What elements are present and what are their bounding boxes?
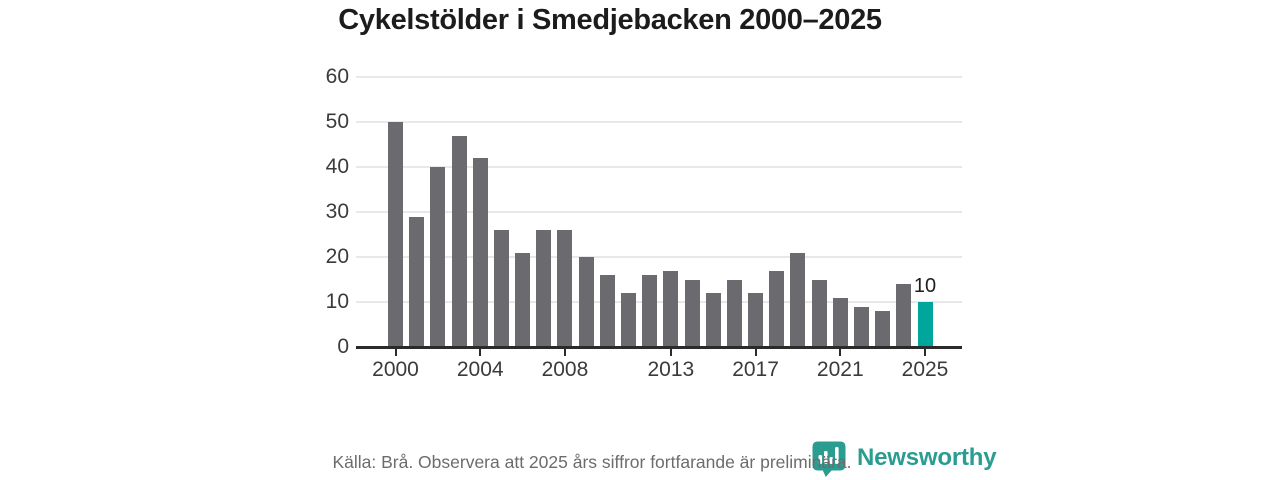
bar-2004: [472, 158, 488, 347]
bar-2009: [578, 257, 594, 347]
x-axis-line: [356, 346, 962, 349]
bar-2018: [769, 270, 785, 347]
bar-2022: [853, 306, 869, 347]
bar-2008: [557, 230, 573, 347]
bar-2010: [599, 275, 615, 347]
y-gridline-40: [356, 166, 962, 168]
x-tick-2021: [839, 348, 842, 356]
bar-2024: [896, 284, 912, 347]
bar-2016: [726, 279, 742, 347]
y-tick-label-60: 60: [325, 65, 349, 88]
x-tick-label-2017: 2017: [732, 358, 779, 381]
bar-2012: [642, 275, 658, 347]
x-tick-2000: [394, 348, 397, 356]
x-tick-label-2000: 2000: [372, 358, 419, 381]
x-tick-label-2013: 2013: [647, 358, 695, 381]
newsworthy-wordmark[interactable]: Newsworthy: [857, 444, 997, 471]
bar-2001: [409, 216, 425, 347]
bar-2017: [748, 293, 764, 347]
y-gridline-10: [356, 301, 962, 303]
y-tick-label-10: 10: [325, 290, 349, 313]
bar-2006: [515, 252, 531, 347]
x-tick-2004: [479, 348, 482, 356]
x-tick-2013: [669, 348, 672, 356]
y-tick-label-0: 0: [337, 335, 349, 358]
bar-2007: [536, 230, 552, 347]
bar-2021: [832, 297, 848, 347]
y-tick-label-20: 20: [325, 245, 349, 268]
bar-2002: [430, 167, 446, 347]
bar-2013: [663, 270, 679, 347]
bar-value-label-2025: 10: [913, 275, 937, 297]
x-tick-label-2025: 2025: [901, 358, 949, 381]
y-gridline-30: [356, 211, 962, 213]
y-gridline-20: [356, 256, 962, 258]
bar-2023: [875, 311, 891, 347]
newsworthy-icon[interactable]: [812, 441, 846, 477]
bar-2014: [684, 279, 700, 347]
chart-title: Cykelstölder i Smedjebacken 2000–2025: [338, 4, 882, 36]
x-tick-2008: [563, 348, 566, 356]
x-tick-2025: [924, 348, 926, 356]
x-tick-label-2008: 2008: [541, 358, 589, 381]
x-tick-label-2021: 2021: [816, 358, 864, 381]
bar-2015: [705, 293, 721, 347]
y-gridline-50: [356, 121, 962, 123]
bar-2020: [811, 279, 827, 347]
bar-2011: [620, 293, 636, 347]
y-tick-label-40: 40: [325, 155, 349, 178]
bar-2025: [917, 302, 933, 347]
y-gridline-60: [356, 76, 962, 78]
y-tick-label-30: 30: [325, 200, 349, 223]
x-tick-label-2004: 2004: [456, 358, 504, 381]
x-tick-2017: [754, 348, 757, 356]
y-tick-label-50: 50: [325, 110, 349, 133]
source-note: Källa: Brå. Observera att 2025 års siffr…: [332, 452, 852, 472]
bar-2005: [493, 230, 509, 347]
bar-2003: [451, 135, 467, 347]
bar-2000: [388, 122, 403, 347]
bar-2019: [790, 252, 806, 347]
